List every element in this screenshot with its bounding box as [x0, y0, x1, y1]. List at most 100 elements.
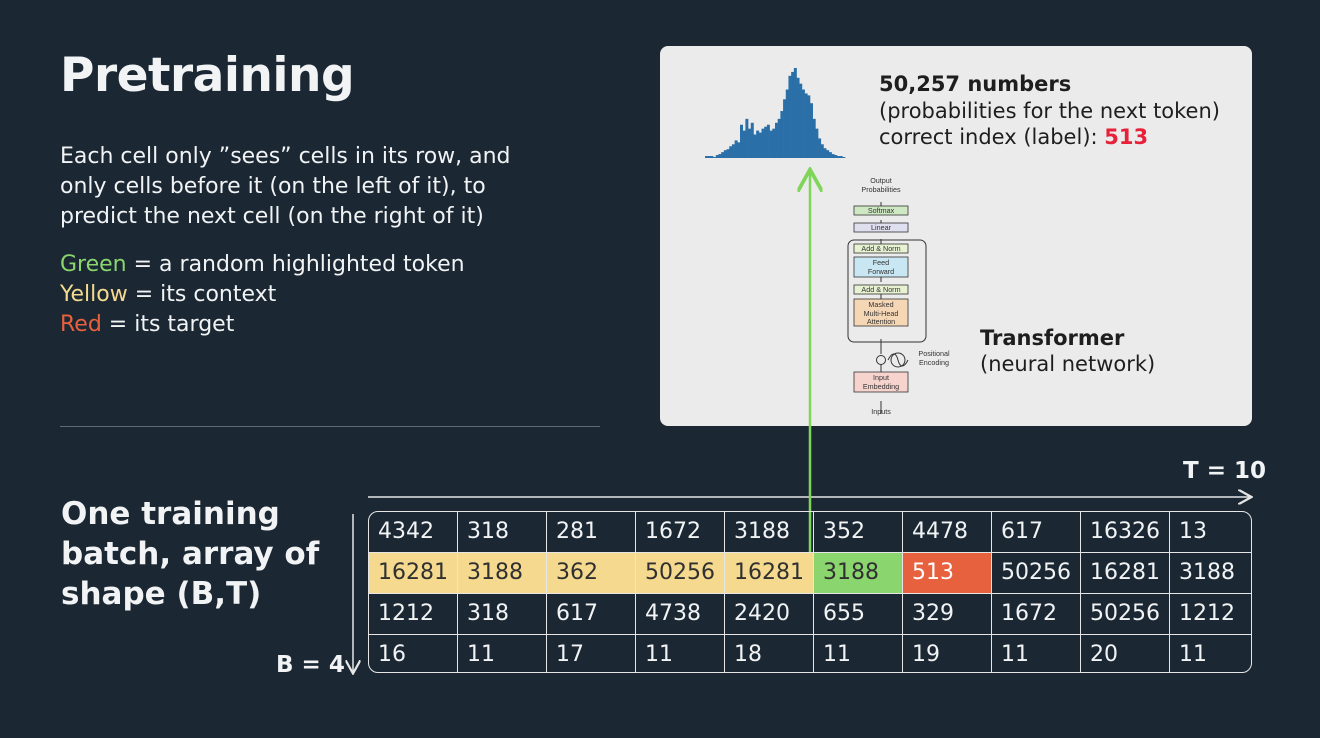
- arch-attention-label: Attention: [867, 317, 895, 326]
- arch-linear-label: Linear: [871, 223, 892, 232]
- arch-probabilities-label: Probabilities: [861, 185, 901, 194]
- histogram-bar: [742, 130, 746, 158]
- arch-addnorm-top-label: Add & Norm: [861, 244, 900, 253]
- legend-red-term: Red: [60, 312, 102, 337]
- histogram-bar: [818, 138, 822, 158]
- arch-feed-label: Feed: [873, 258, 889, 267]
- token-cell: 4342: [369, 512, 458, 552]
- probabilities-description: (probabilities for the next token): [879, 99, 1220, 123]
- legend-green-term: Green: [60, 252, 127, 277]
- histogram-bar: [834, 155, 838, 158]
- histogram-bar: [705, 156, 708, 158]
- histogram-bar: [836, 156, 840, 158]
- token-cell: 329: [903, 594, 992, 634]
- target-token-cell: 513: [903, 553, 992, 593]
- model-panel: 50,257 numbers (probabilities for the ne…: [660, 46, 1252, 426]
- token-cell: 281: [547, 512, 636, 552]
- token-cell: 352: [814, 512, 903, 552]
- legend-red-text: = its target: [101, 312, 235, 337]
- legend-yellow-term: Yellow: [60, 282, 128, 307]
- b-axis-label: B = 4: [276, 652, 345, 678]
- legend-green-text: = a random highlighted token: [126, 252, 465, 277]
- histogram-bar: [756, 130, 760, 158]
- token-cell: 4478: [903, 512, 992, 552]
- token-cell: 318: [458, 512, 547, 552]
- table-row: 16 11 17 11 18 11 19 11 20 11: [369, 635, 1251, 672]
- histogram-bar: [707, 156, 711, 158]
- token-cell: 50256: [1081, 594, 1170, 634]
- histogram-bar: [731, 144, 735, 158]
- token-cell: 50256: [992, 553, 1081, 593]
- histogram-bar: [793, 68, 797, 158]
- token-cell: 3188: [725, 512, 814, 552]
- histogram-bar: [723, 150, 727, 158]
- histogram-bar: [788, 75, 792, 158]
- histogram-bar: [804, 93, 808, 158]
- histogram-bar: [810, 103, 813, 158]
- histogram-bar: [769, 130, 773, 158]
- token-cell: 655: [814, 594, 903, 634]
- histogram-bar: [772, 128, 776, 158]
- token-cell: 16281: [1081, 553, 1170, 593]
- token-cell: 16326: [1081, 512, 1170, 552]
- token-cell: 11: [458, 635, 547, 672]
- histogram-bar: [823, 148, 827, 158]
- histogram-bar: [734, 140, 738, 158]
- histogram-bar: [726, 149, 730, 158]
- token-cell: 17: [547, 635, 636, 672]
- histogram-bar: [750, 122, 754, 158]
- arch-addnorm-bottom-label: Add & Norm: [861, 285, 900, 294]
- token-cell: 1212: [1179, 601, 1235, 626]
- token-cell: 2420: [725, 594, 814, 634]
- token-cell: 4738: [636, 594, 725, 634]
- histogram-bar: [801, 89, 805, 158]
- t-axis-label: T = 10: [1183, 458, 1266, 484]
- token-cell: 11: [1179, 642, 1207, 667]
- histogram-bar: [761, 128, 765, 158]
- histogram-bar: [758, 132, 762, 158]
- probabilities-title: 50,257 numbers: [879, 72, 1072, 96]
- histogram-bar: [729, 146, 733, 158]
- token-cell: 18: [725, 635, 814, 672]
- context-token-cell: 16281: [369, 553, 458, 593]
- page-title: Pretraining: [60, 48, 355, 103]
- legend-green: Green = a random highlighted token: [60, 250, 465, 280]
- histogram-bar: [831, 154, 835, 158]
- token-cell: 11: [814, 635, 903, 672]
- table-row: 4342 318 281 1672 3188 352 4478 617 16326 13: [369, 512, 1251, 553]
- legend-red: Red = its target: [60, 310, 465, 340]
- arch-inputs-label: Inputs: [871, 407, 891, 416]
- token-cell: 318: [458, 594, 547, 634]
- arch-positional-label: Positional: [918, 349, 950, 358]
- context-token-cell: 3188: [458, 553, 547, 593]
- context-token-cell: 16281: [725, 553, 814, 593]
- histogram-bar: [842, 157, 846, 158]
- arch-input-label: Input: [873, 373, 889, 382]
- histogram-bar: [796, 77, 800, 158]
- token-cell: 3188: [1179, 560, 1235, 585]
- table-row: 16281 3188 362 50256 16281 3188 513 50256 16281 3…: [369, 553, 1251, 594]
- transformer-title: Transformer: [980, 326, 1125, 350]
- arch-embedding-label: Embedding: [863, 382, 899, 391]
- histogram-bar: [721, 152, 725, 158]
- histogram-bar: [815, 128, 819, 158]
- histogram-bar: [775, 122, 778, 158]
- histogram-bar: [745, 118, 749, 158]
- legend-yellow: Yellow = its context: [60, 280, 465, 310]
- context-token-cell: 50256: [636, 553, 725, 593]
- legend-yellow-text: = its context: [127, 282, 277, 307]
- token-cell: 617: [992, 512, 1081, 552]
- histogram-bar: [764, 126, 768, 158]
- histogram-bar: [737, 142, 741, 158]
- arch-forward-label: Forward: [868, 267, 894, 276]
- transformer-subtitle: (neural network): [980, 352, 1156, 376]
- histogram-bar: [777, 118, 781, 158]
- correct-index-line: correct index (label): 513: [879, 125, 1148, 149]
- histogram-bar: [807, 95, 811, 158]
- histogram-bar: [740, 124, 743, 158]
- histogram-bar: [839, 156, 843, 158]
- histogram-bar: [828, 152, 832, 158]
- token-cell: 617: [547, 594, 636, 634]
- histogram-bar: [826, 150, 830, 158]
